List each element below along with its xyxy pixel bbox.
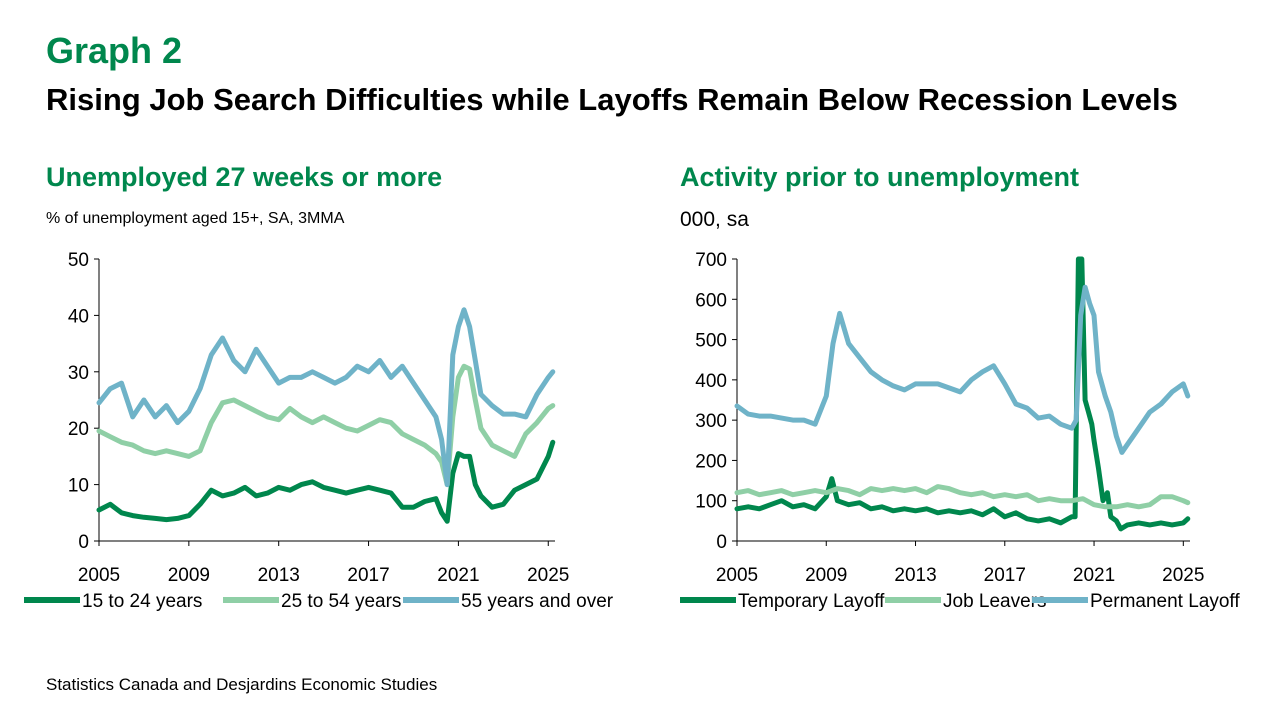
right-y-tick-label: 300 [695, 411, 727, 432]
left-series-25-to-54-years-line [96, 363, 556, 488]
right-series-job-leavers-line [734, 484, 1191, 510]
right-y-tick-label: 600 [695, 290, 727, 311]
source-note: Statistics Canada and Desjardins Economi… [46, 675, 438, 694]
left-y-tick-label: 40 [68, 306, 89, 327]
right-x-tick-label: 2005 [716, 565, 758, 586]
left-legend-label: 55 years and over [461, 591, 614, 612]
left-x-tick-label: 2017 [347, 565, 389, 586]
left-legend-label: 15 to 24 years [82, 591, 202, 612]
right-x-tick-label: 2017 [984, 565, 1026, 586]
right-legend-label: Permanent Layoff [1090, 591, 1240, 612]
left-chart-units: % of unemployment aged 15+, SA, 3MMA [46, 210, 345, 227]
right-series-permanent-layoff-line [734, 284, 1191, 455]
right-chart-units: 000, sa [680, 208, 749, 231]
right-x-tick-label: 2021 [1073, 565, 1115, 586]
right-y-tick-label: 0 [716, 532, 727, 553]
right-legend-label: Job Leavers [943, 591, 1047, 612]
left-y-tick-label: 50 [68, 250, 89, 271]
right-legend-label: Temporary Layoff [738, 591, 885, 612]
right-y-tick-label: 200 [695, 451, 727, 472]
left-x-tick-label: 2009 [168, 565, 210, 586]
main-title: Rising Job Search Difficulties while Lay… [46, 82, 1178, 117]
left-x-tick-label: 2025 [527, 565, 569, 586]
left-series-15-to-24-years-line [96, 439, 556, 524]
right-chart-title: Activity prior to unemployment [680, 162, 1080, 192]
right-y-tick-label: 700 [695, 250, 727, 271]
left-y-tick-label: 10 [68, 476, 89, 497]
right-x-tick-label: 2013 [894, 565, 936, 586]
right-x-tick-label: 2009 [805, 565, 847, 586]
left-y-tick-label: 20 [68, 419, 89, 440]
right-y-tick-label: 500 [695, 331, 727, 352]
graph-label: Graph 2 [46, 30, 183, 71]
left-x-tick-label: 2013 [258, 565, 300, 586]
left-chart-title: Unemployed 27 weeks or more [46, 162, 443, 192]
right-x-tick-label: 2025 [1162, 565, 1204, 586]
left-y-tick-label: 30 [68, 363, 89, 384]
left-series-55-years-and-over-line [96, 307, 556, 488]
left-x-tick-label: 2021 [437, 565, 479, 586]
right-y-tick-label: 400 [695, 371, 727, 392]
left-legend-label: 25 to 54 years [281, 591, 401, 612]
left-y-tick-label: 0 [78, 532, 89, 553]
right-y-tick-label: 100 [695, 492, 727, 513]
left-x-tick-label: 2005 [78, 565, 120, 586]
right-series-temporary-layoff-line [734, 256, 1191, 532]
